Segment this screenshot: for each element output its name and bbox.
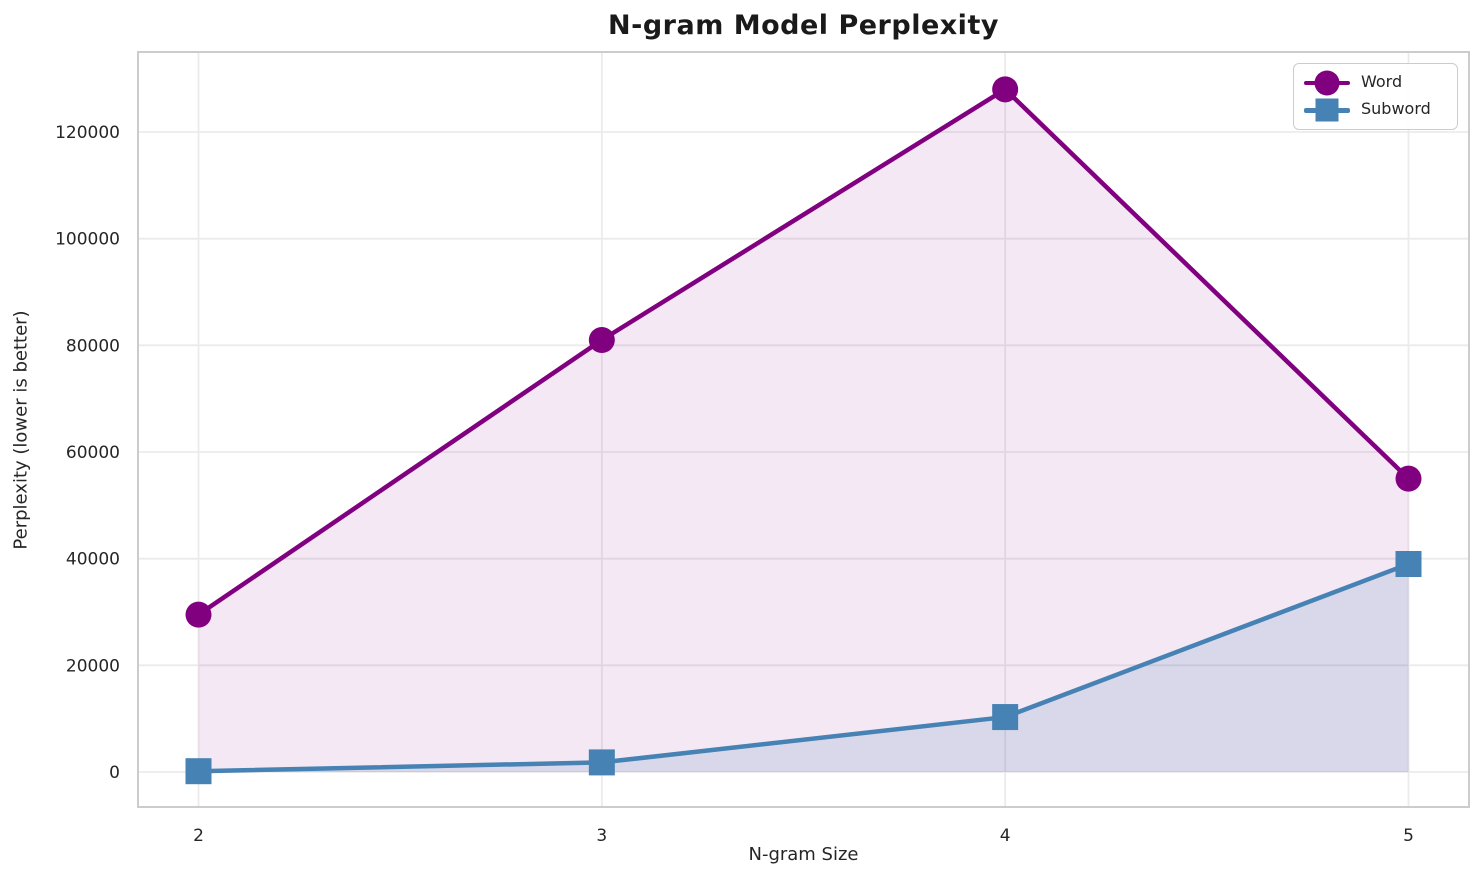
legend-label-subword: Subword (1361, 99, 1431, 119)
legend: Word Subword (1293, 63, 1458, 130)
word-line (196, 87, 1411, 617)
legend-item-word: Word (1304, 69, 1447, 97)
subword-line (196, 561, 1411, 774)
word-area (198, 89, 1409, 773)
legend-item-subword: Subword (1304, 97, 1447, 125)
chart-title: N-gram Model Perplexity (608, 10, 999, 41)
legend-label-word: Word (1361, 71, 1403, 91)
y-tick-label: 60000 (66, 443, 120, 463)
subword-marker (992, 704, 1019, 731)
subword-marker (185, 758, 212, 785)
y-tick-label: 40000 (66, 550, 120, 570)
word-marker (1395, 465, 1422, 492)
y-tick-label: 0 (109, 763, 120, 783)
y-tick-label: 120000 (55, 123, 120, 143)
y-axis-label: Perplexity (lower is better) (10, 310, 32, 550)
word-series-key (1304, 69, 1350, 96)
y-tick-label: 20000 (66, 656, 120, 676)
word-circle-marker-icon (1314, 70, 1340, 96)
subword-marker (1395, 551, 1422, 578)
x-tick-label: 5 (1403, 826, 1414, 846)
subword-square-marker-icon (1315, 98, 1339, 122)
subword-area (198, 564, 1409, 773)
x-tick-label: 4 (1000, 826, 1011, 846)
y-tick-label: 80000 (66, 336, 120, 356)
word-marker (185, 601, 212, 628)
word-marker (588, 327, 615, 354)
subword-series-key (1304, 97, 1350, 124)
x-tick-label: 3 (596, 826, 607, 846)
word-marker (992, 76, 1019, 103)
x-tick-label: 2 (193, 826, 204, 846)
plot-border (137, 51, 1470, 808)
y-tick-label: 100000 (55, 230, 120, 250)
subword-marker (588, 749, 615, 776)
x-axis-label: N-gram Size (748, 844, 859, 865)
